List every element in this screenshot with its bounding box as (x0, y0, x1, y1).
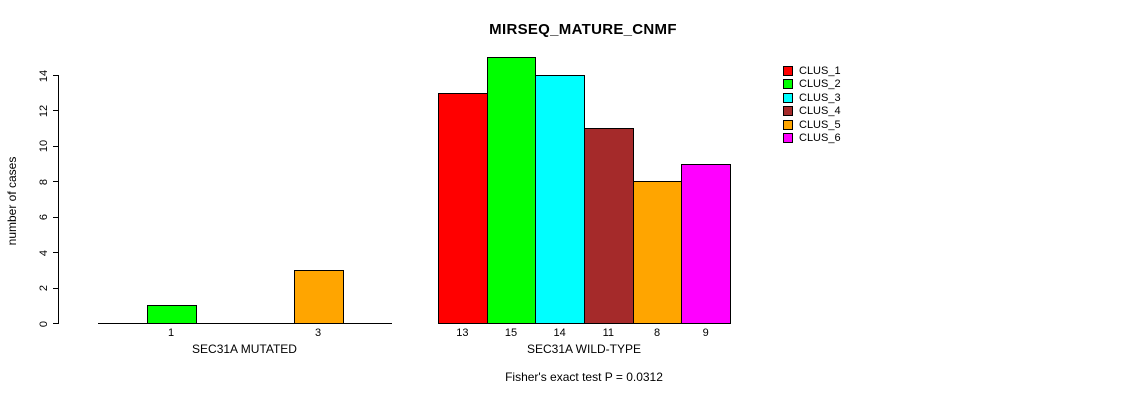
legend-label-CLUS_5: CLUS_5 (799, 118, 841, 131)
bar-value-label: 9 (702, 327, 709, 339)
y-axis-tick (53, 216, 58, 218)
y-axis-tick (53, 145, 58, 147)
chart-title: MIRSEQ_MATURE_CNMF (489, 21, 677, 38)
bar-CLUS_3 (535, 75, 585, 324)
bar-value-label: 11 (602, 327, 615, 339)
bar-CLUS_5 (293, 269, 344, 324)
group-axis-label: SEC31A MUTATED (192, 342, 297, 356)
bar-CLUS_4 (584, 128, 634, 324)
y-tick-label: 8 (38, 178, 50, 185)
y-axis-tick (53, 75, 58, 76)
bar-CLUS_2 (486, 57, 537, 324)
y-axis-line (58, 75, 59, 324)
legend-swatch-CLUS_5 (783, 119, 793, 130)
y-tick-label: 2 (38, 285, 50, 292)
bar-value-label: 8 (653, 327, 661, 339)
legend-label-CLUS_1: CLUS_1 (799, 65, 841, 77)
legend-swatch-CLUS_6 (783, 133, 793, 143)
y-tick-label: 14 (38, 69, 50, 82)
legend-swatch-CLUS_2 (783, 79, 793, 90)
legend-label-CLUS_2: CLUS_2 (799, 78, 841, 91)
y-tick-label: 6 (38, 214, 50, 221)
legend-label-CLUS_3: CLUS_3 (799, 91, 841, 104)
legend-label-CLUS_6: CLUS_6 (799, 132, 841, 144)
fisher-test-annotation: Fisher's exact test P = 0.0312 (505, 370, 663, 384)
bar-CLUS_1 (438, 92, 488, 324)
y-axis-tick (53, 252, 58, 254)
bar-CLUS_6 (681, 163, 731, 324)
bar-value-label: 14 (553, 327, 566, 339)
legend-swatch-CLUS_1 (783, 66, 793, 76)
bar-value-label: 1 (167, 327, 175, 339)
legend-swatch-CLUS_3 (783, 92, 793, 103)
y-axis-tick (53, 110, 58, 112)
group-axis-label: SEC31A WILD-TYPE (526, 342, 642, 356)
bar-value-label: 15 (504, 327, 518, 339)
bar-CLUS_5 (632, 181, 683, 324)
y-tick-label: 0 (38, 320, 50, 327)
x-axis-baseline (97, 323, 392, 324)
y-tick-label: 10 (38, 140, 50, 153)
y-axis-tick (53, 181, 58, 183)
legend-label-CLUS_4: CLUS_4 (799, 105, 841, 118)
legend-swatch-CLUS_4 (783, 106, 793, 117)
y-tick-label: 12 (38, 104, 50, 118)
bar-CLUS_2 (146, 305, 197, 324)
y-axis-tick (53, 323, 58, 324)
y-axis-tick (53, 287, 58, 289)
bar-value-label: 13 (456, 327, 469, 339)
y-tick-label: 4 (38, 249, 50, 256)
bar-value-label: 3 (314, 327, 322, 339)
